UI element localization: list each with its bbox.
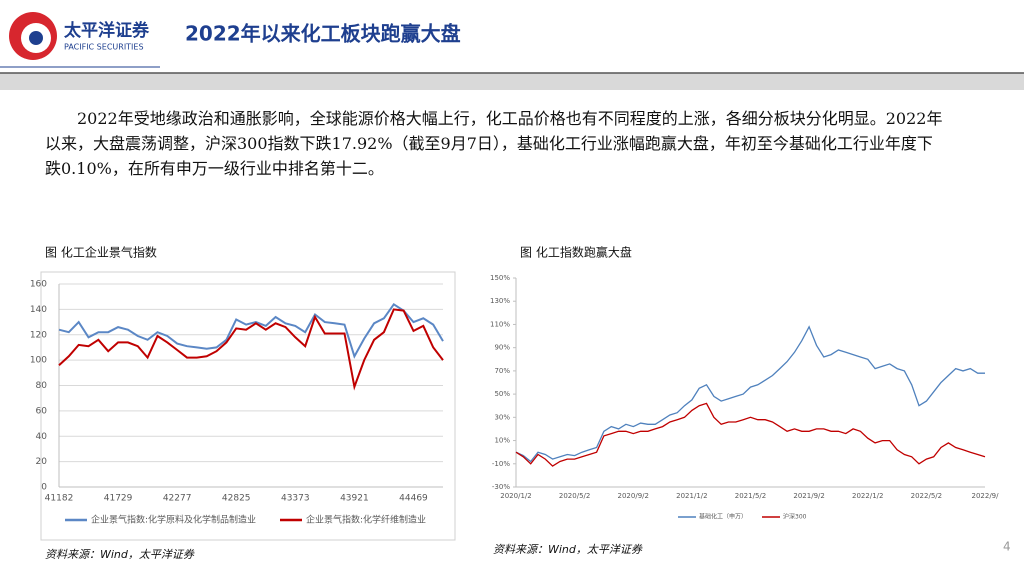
- x-tick-label: 44469: [399, 494, 428, 504]
- chart-title: 图 化工企业景气指数: [45, 245, 157, 260]
- y-tick-label: 130%: [490, 297, 510, 305]
- y-tick-label: 110%: [490, 320, 510, 328]
- legend-label: 基础化工（申万）: [699, 513, 747, 521]
- x-tick-label: 41729: [104, 494, 133, 504]
- source: 资料来源：Wind，太平洋证券: [493, 543, 643, 556]
- chart-frame: [40, 271, 456, 541]
- legend-label: 企业景气指数:化学纤维制造业: [306, 514, 426, 526]
- header-band: [0, 73, 1024, 90]
- title: 2022年以来化工板块跑赢大盘: [185, 22, 461, 46]
- logo-cn: 太平洋证券: [64, 20, 150, 41]
- y-tick-label: 10%: [494, 437, 510, 445]
- y-tick-label: -10%: [492, 460, 510, 468]
- y-tick-label: 30%: [494, 413, 510, 421]
- x-tick-label: 43921: [340, 494, 369, 504]
- x-tick-label: 2021/1/2: [676, 492, 707, 500]
- chart-title: 图 化工指数跑赢大盘: [520, 245, 632, 260]
- x-tick-label: 42825: [222, 494, 251, 504]
- x-tick-label: 43373: [281, 494, 310, 504]
- y-tick-label: 20: [36, 457, 48, 467]
- y-tick-label: 40: [36, 432, 48, 442]
- logo-dot: [29, 31, 43, 45]
- y-tick-label: 0: [41, 483, 47, 493]
- y-tick-label: 160: [30, 280, 47, 290]
- y-tick-label: 140: [30, 305, 47, 315]
- series-line: [58, 308, 444, 391]
- series-line: [58, 302, 444, 359]
- y-tick-label: 70%: [494, 367, 510, 375]
- x-tick-label: 2021/5/2: [735, 492, 766, 500]
- x-tick-label: 2020/1/2: [500, 492, 531, 500]
- y-tick-label: 80: [36, 381, 48, 391]
- page-number: 4: [1003, 540, 1011, 554]
- y-tick-label: 60: [36, 406, 48, 416]
- legend-label: 企业景气指数:化学原料及化学制品制造业: [91, 514, 256, 526]
- x-tick-label: 2020/9/2: [618, 492, 649, 500]
- y-tick-label: 50%: [494, 390, 510, 398]
- x-tick-label: 2022/1/2: [852, 492, 883, 500]
- y-tick-label: -30%: [492, 483, 510, 491]
- x-tick-label: 2021/9/2: [793, 492, 824, 500]
- series-line: [515, 402, 986, 467]
- x-tick-label: 2022/5/2: [911, 492, 942, 500]
- y-tick-label: 150%: [490, 274, 510, 282]
- y-tick-label: 120: [30, 330, 47, 340]
- y-tick-label: 100: [30, 356, 47, 366]
- y-tick-label: 90%: [494, 344, 510, 352]
- logo-en: PACIFIC SECURITIES: [64, 43, 144, 52]
- source: 资料来源：Wind，太平洋证券: [45, 548, 195, 561]
- series-line: [515, 325, 985, 463]
- x-tick-label: 42277: [163, 494, 192, 504]
- x-tick-label: 41182: [45, 494, 74, 504]
- paragraph: 2022年受地缘政治和通胀影响，全球能源价格大幅上行，化工品价格也有不同程度的上…: [45, 109, 943, 178]
- x-tick-label: 2022/9/: [972, 492, 1000, 500]
- x-tick-label: 2020/5/2: [559, 492, 590, 500]
- legend-label: 沪深300: [783, 513, 807, 521]
